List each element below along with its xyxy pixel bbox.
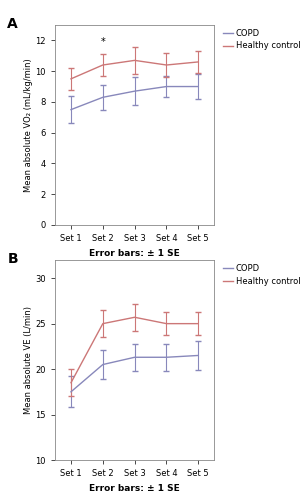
X-axis label: Error bars: ± 1 SE: Error bars: ± 1 SE: [89, 484, 180, 492]
Text: *: *: [100, 36, 105, 46]
Text: B: B: [7, 252, 18, 266]
Y-axis label: Mean absolute VO₂ (mL/kg/min): Mean absolute VO₂ (mL/kg/min): [24, 58, 33, 192]
Legend: COPD, Healthy control: COPD, Healthy control: [223, 264, 300, 285]
Text: A: A: [7, 17, 18, 31]
Y-axis label: Mean absolute VE (L/min): Mean absolute VE (L/min): [24, 306, 33, 414]
Legend: COPD, Healthy control: COPD, Healthy control: [223, 29, 300, 50]
X-axis label: Error bars: ± 1 SE: Error bars: ± 1 SE: [89, 248, 180, 258]
